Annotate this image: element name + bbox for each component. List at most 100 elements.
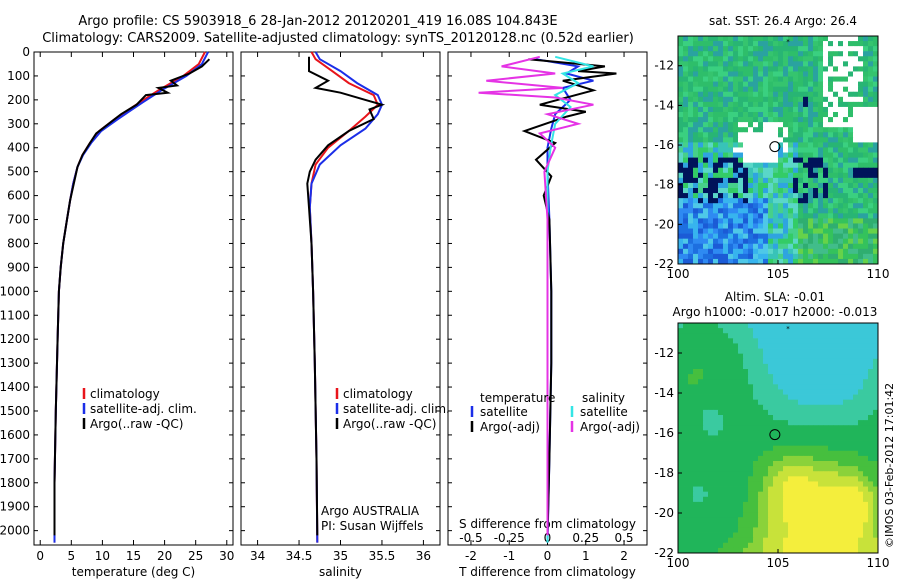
map-cell [678,253,684,260]
map-cell [863,369,869,375]
map-cell [713,379,719,385]
map-cell [778,435,784,441]
map-cell [803,142,809,148]
map-cell [863,147,869,153]
map-cell [798,522,804,528]
map-cell [853,420,859,426]
map-cell [718,358,724,365]
map-cell [778,527,784,533]
map-cell [693,238,699,245]
map-cell [838,203,844,209]
map-cell [743,81,749,88]
map-cell [718,213,724,219]
map-cell [738,172,744,179]
map-cell [803,486,809,493]
map-cell [678,537,684,544]
map-cell [688,363,694,370]
map-cell [688,512,694,518]
map-cell [808,203,814,209]
map-cell [828,527,834,533]
map-cell [718,496,724,503]
map-cell [718,471,724,477]
map-cell [683,51,689,57]
map-cell [693,41,699,47]
map-cell [778,348,784,355]
map-cell [833,157,839,164]
map-cell [873,440,879,447]
map-cell [703,358,709,365]
map-cell [693,491,699,498]
map-cell [743,363,749,370]
map-cell [688,101,694,108]
map-cell [868,258,874,265]
map-cell [813,238,819,245]
map-cell [718,527,724,533]
map-cell [803,374,809,380]
map-cell [853,358,859,365]
map-cell [728,106,734,113]
map-cell [743,481,749,487]
map-cell [753,532,759,539]
map-cell [843,238,849,245]
map-cell [693,223,699,229]
map-cell [843,461,849,467]
map-cell [678,258,684,265]
map-cell [838,527,844,533]
map-cell [713,147,719,153]
map-cell [833,198,839,204]
map-cell [693,471,699,477]
map-cell [738,51,744,57]
map-cell [853,369,859,375]
map-cell [788,481,794,487]
map-cell [698,162,704,169]
map-cell [778,415,784,421]
map-cell [778,379,784,385]
map-cell [868,537,874,544]
map-cell [693,258,699,265]
map-cell [733,142,739,148]
map-cell [708,404,714,411]
map-cell [848,547,854,554]
map-cell [713,486,719,493]
map-cell [793,501,799,508]
map-cell [743,517,749,523]
map-cell [718,409,724,416]
map-cell [828,198,834,204]
map-cell [738,177,744,184]
map-cell [753,512,759,518]
map-cell [733,66,739,72]
map-cell [688,348,694,355]
map-cell [848,450,854,457]
map-cell [683,152,689,158]
map-cell [753,76,759,82]
y-tick-label: 1900 [0,500,30,514]
map-cell [738,122,744,128]
map-cell [828,203,834,209]
map-cell [868,389,874,395]
map-cell [833,61,839,67]
map-cell [818,486,824,493]
map-cell [803,481,809,487]
map-cell [743,142,749,148]
map-cell [733,517,739,523]
map-cell [708,461,714,467]
map-cell [873,425,879,431]
map-cell [678,425,684,431]
map-cell [833,338,839,344]
map-cell [793,481,799,487]
map-cell [793,547,799,554]
map-cell [873,369,879,375]
map-cell [808,36,814,42]
map-cell [863,238,869,245]
map-cell [853,56,859,62]
map-cell [738,399,744,406]
map-cell [693,358,699,365]
map-cell [763,137,769,143]
map-cell [793,238,799,245]
map-cell [863,137,869,143]
map-cell [753,399,759,406]
map-cell [688,198,694,204]
map-cell [698,243,704,250]
map-cell [798,481,804,487]
map-cell [748,527,754,533]
